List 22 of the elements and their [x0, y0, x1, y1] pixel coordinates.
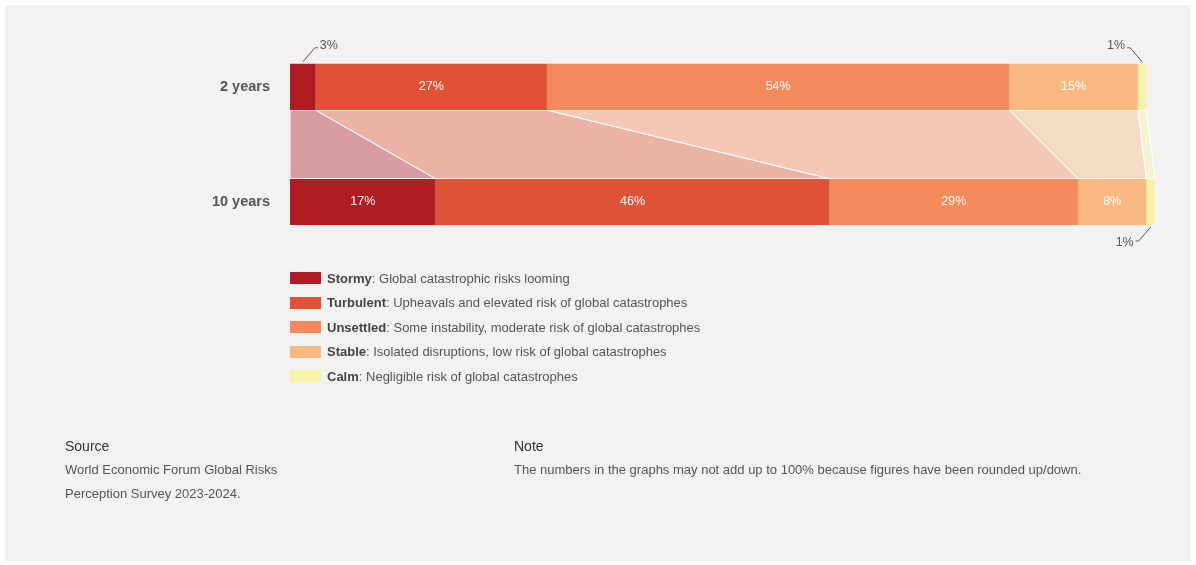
data-label: 8%: [1103, 194, 1122, 209]
data-label: 27%: [418, 79, 444, 94]
y-tick-label: 2 years: [220, 77, 270, 94]
data-label: 1%: [1107, 38, 1126, 53]
data-label: 54%: [765, 79, 791, 94]
y-tick-label: 10 years: [211, 192, 270, 209]
legend-label: Calm: Negligible risk of global catastrophes: [327, 368, 578, 384]
data-label: 15%: [1061, 79, 1087, 94]
text: The numbers in the graphs may not add up to 100% because figures have been rounded up/down.: [514, 461, 1083, 479]
text: Source: [65, 437, 111, 456]
text: World Economic Forum Global Risks Perception Survey 2023-2024.: [65, 461, 279, 503]
legend-label: Stormy: Global catastrophic risks looming: [327, 270, 570, 286]
data-label: 29%: [941, 194, 967, 209]
data-label: 1%: [1115, 235, 1134, 250]
data-label: 17%: [350, 194, 376, 209]
legend-label: Unsettled: Some instability, moderate risk of global catastrophes: [327, 319, 701, 335]
data-label: 46%: [620, 194, 646, 209]
legend-label: Stable: Isolated disruptions, low risk of global catastrophes: [327, 344, 667, 360]
bar: [290, 63, 316, 111]
legend-label: Turbulent: Upheavals and elevated risk of global catastrophes: [327, 295, 688, 311]
text: Note: [514, 437, 545, 456]
data-label: 3%: [319, 38, 338, 53]
